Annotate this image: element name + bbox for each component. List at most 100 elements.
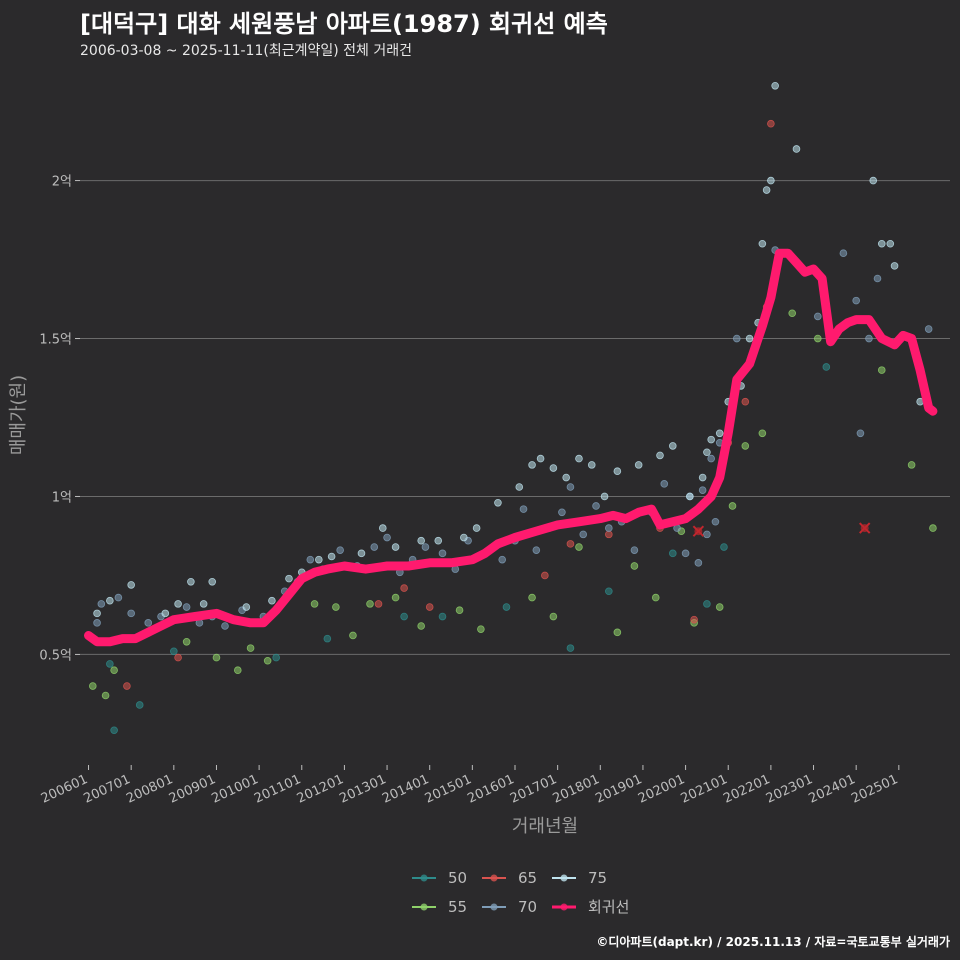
data-point-75 <box>174 600 182 608</box>
data-point-70 <box>698 486 707 494</box>
data-point-75 <box>515 483 524 491</box>
data-point-50 <box>668 549 677 558</box>
data-point-75 <box>771 81 779 90</box>
legend-label: 55 <box>448 898 467 916</box>
data-point-75 <box>600 492 609 501</box>
data-point-55 <box>788 309 797 318</box>
data-point-70 <box>732 334 741 343</box>
data-point-50 <box>822 363 831 371</box>
cancelled-layer <box>692 522 871 537</box>
data-point-75 <box>460 533 468 542</box>
cancelled-cross <box>692 525 705 537</box>
data-point-55 <box>549 612 558 621</box>
data-point-55 <box>366 600 374 608</box>
data-point-50 <box>135 701 144 709</box>
data-point-55 <box>233 666 242 675</box>
data-point-55 <box>630 562 639 570</box>
data-point-75 <box>315 555 323 564</box>
data-point-70 <box>370 543 379 551</box>
regression-layer <box>84 248 938 647</box>
data-point-55 <box>455 606 464 615</box>
data-point-70 <box>182 603 191 611</box>
regression-line <box>84 248 938 647</box>
data-point-55 <box>813 334 822 343</box>
data-point-70 <box>630 546 639 554</box>
data-point-70 <box>144 619 153 627</box>
data-point-55 <box>349 631 357 640</box>
data-point-75 <box>161 609 170 618</box>
data-point-75 <box>93 609 101 618</box>
data-point-70 <box>605 524 613 532</box>
data-point-75 <box>417 536 425 545</box>
y-tick-label: 0.5억 <box>39 648 72 663</box>
data-point-55 <box>332 603 340 611</box>
legend-label: 65 <box>518 869 537 887</box>
data-point-75 <box>869 176 878 185</box>
data-point-65 <box>123 682 131 690</box>
data-point-70 <box>498 555 507 564</box>
data-point-50 <box>438 612 447 621</box>
data-point-55 <box>651 593 660 602</box>
data-point-70 <box>865 334 873 343</box>
legend-swatch-dot <box>490 903 498 911</box>
x-tick-label: 202401 <box>807 772 858 807</box>
data-point-70 <box>694 559 703 567</box>
cancelled-mark <box>692 525 705 537</box>
y-tick-label: 1억 <box>52 490 72 505</box>
data-point-70 <box>438 549 447 558</box>
legend-label: 70 <box>518 898 537 916</box>
data-point-75 <box>378 524 387 532</box>
data-point-50 <box>703 600 711 608</box>
data-point-70 <box>127 609 135 618</box>
data-point-55 <box>613 628 622 637</box>
x-tick-label: 202201 <box>721 772 772 807</box>
legend-swatch-dot <box>490 874 498 882</box>
data-point-55 <box>101 691 110 700</box>
data-point-70 <box>558 508 566 517</box>
data-point-75 <box>587 461 596 469</box>
y-axis-title: 매매가(원) <box>8 375 29 455</box>
x-axis-title: 거래년월 <box>512 816 578 837</box>
legend-item-65: 65 <box>482 869 537 887</box>
x-tick-label: 201101 <box>252 772 303 807</box>
x-tick-label: 201601 <box>465 772 516 807</box>
y-tick-label: 1.5억 <box>39 333 72 348</box>
data-point-75 <box>792 145 801 153</box>
data-point-50 <box>400 612 408 621</box>
data-point-70 <box>383 533 391 542</box>
data-point-75 <box>745 334 754 343</box>
data-point-50 <box>272 653 280 662</box>
data-point-65 <box>741 397 750 406</box>
data-point-75 <box>634 461 643 469</box>
data-point-70 <box>839 249 848 258</box>
legend: 50 55 65 70 75 회귀선 <box>412 869 629 916</box>
x-tick-label: 202001 <box>636 772 687 807</box>
page-subtitle: 2006-03-08 ~ 2025-11-11(최근계약일) 전체 거래건 <box>80 43 412 59</box>
data-point-75 <box>575 454 583 463</box>
data-point-75 <box>127 581 135 589</box>
data-point-70 <box>924 325 933 333</box>
cancelled-mark <box>858 522 871 534</box>
x-tick-label: 201301 <box>337 772 388 807</box>
data-point-70 <box>97 600 106 608</box>
data-point-75 <box>656 451 664 460</box>
legend-item-70: 70 <box>482 898 537 916</box>
data-point-70 <box>592 502 600 510</box>
points-layer <box>88 81 937 735</box>
data-point-75 <box>562 473 570 482</box>
x-tick-label: 202101 <box>679 772 730 807</box>
data-point-75 <box>187 577 195 586</box>
data-point-75 <box>877 239 886 248</box>
data-point-70 <box>813 312 822 321</box>
data-point-70 <box>579 530 588 539</box>
legend-item-55: 55 <box>412 898 467 916</box>
data-point-75 <box>715 429 724 438</box>
cancelled-cross <box>858 522 871 534</box>
x-tick-label: 201401 <box>380 772 431 807</box>
data-point-55 <box>246 644 255 652</box>
legend-swatch-dot <box>420 903 428 911</box>
x-tick-label: 200901 <box>167 772 218 807</box>
x-tick-label: 202501 <box>849 772 900 807</box>
legend-label: 75 <box>588 869 607 887</box>
